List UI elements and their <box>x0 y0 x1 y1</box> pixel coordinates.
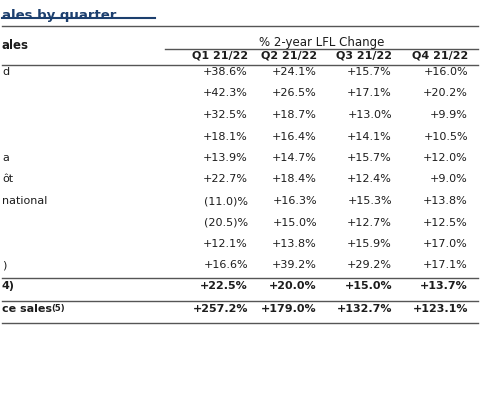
Text: +12.0%: +12.0% <box>423 153 468 163</box>
Text: ce sales: ce sales <box>2 303 52 313</box>
Text: +10.5%: +10.5% <box>423 132 468 142</box>
Text: +13.8%: +13.8% <box>423 196 468 206</box>
Text: +18.4%: +18.4% <box>272 174 317 184</box>
Text: +42.3%: +42.3% <box>203 88 248 98</box>
Text: +39.2%: +39.2% <box>272 261 317 271</box>
Text: +22.7%: +22.7% <box>203 174 248 184</box>
Text: d: d <box>2 67 9 77</box>
Text: +16.6%: +16.6% <box>204 261 248 271</box>
Text: Q2 21/22: Q2 21/22 <box>261 50 317 60</box>
Text: +18.1%: +18.1% <box>203 132 248 142</box>
Text: ôt: ôt <box>2 174 13 184</box>
Text: +13.7%: +13.7% <box>420 281 468 291</box>
Text: +15.3%: +15.3% <box>348 196 392 206</box>
Text: +9.0%: +9.0% <box>430 174 468 184</box>
Text: +13.9%: +13.9% <box>203 153 248 163</box>
Text: +123.1%: +123.1% <box>412 303 468 313</box>
Text: national: national <box>2 196 48 206</box>
Text: ): ) <box>2 261 6 271</box>
Text: +179.0%: +179.0% <box>262 303 317 313</box>
Text: Q4 21/22: Q4 21/22 <box>412 50 468 60</box>
Text: ales by quarter: ales by quarter <box>2 9 116 22</box>
Text: (5): (5) <box>51 303 65 313</box>
Text: +14.7%: +14.7% <box>272 153 317 163</box>
Text: +13.0%: +13.0% <box>348 110 392 120</box>
Text: 4): 4) <box>2 281 15 291</box>
Text: Q1 21/22: Q1 21/22 <box>192 50 248 60</box>
Text: +12.4%: +12.4% <box>347 174 392 184</box>
Text: +257.2%: +257.2% <box>192 303 248 313</box>
Text: +22.5%: +22.5% <box>200 281 248 291</box>
Text: +9.9%: +9.9% <box>430 110 468 120</box>
Text: +12.7%: +12.7% <box>347 217 392 228</box>
Text: +12.1%: +12.1% <box>203 239 248 249</box>
Text: +38.6%: +38.6% <box>203 67 248 77</box>
Text: +24.1%: +24.1% <box>272 67 317 77</box>
Text: +132.7%: +132.7% <box>336 303 392 313</box>
Text: +17.0%: +17.0% <box>423 239 468 249</box>
Text: +32.5%: +32.5% <box>203 110 248 120</box>
Text: +18.7%: +18.7% <box>272 110 317 120</box>
Text: +15.9%: +15.9% <box>347 239 392 249</box>
Text: +17.1%: +17.1% <box>347 88 392 98</box>
Text: +29.2%: +29.2% <box>347 261 392 271</box>
Text: +17.1%: +17.1% <box>423 261 468 271</box>
Text: +15.7%: +15.7% <box>347 67 392 77</box>
Text: +14.1%: +14.1% <box>347 132 392 142</box>
Text: a: a <box>2 153 9 163</box>
Text: +16.4%: +16.4% <box>272 132 317 142</box>
Text: +20.2%: +20.2% <box>423 88 468 98</box>
Text: +15.0%: +15.0% <box>272 217 317 228</box>
Text: +15.7%: +15.7% <box>347 153 392 163</box>
Text: +16.3%: +16.3% <box>272 196 317 206</box>
Text: +13.8%: +13.8% <box>272 239 317 249</box>
Text: (11.0)%: (11.0)% <box>204 196 248 206</box>
Text: +20.0%: +20.0% <box>269 281 317 291</box>
Text: +12.5%: +12.5% <box>423 217 468 228</box>
Text: (20.5)%: (20.5)% <box>204 217 248 228</box>
Text: ales: ales <box>2 39 29 52</box>
Text: +16.0%: +16.0% <box>423 67 468 77</box>
Text: % 2-year LFL Change: % 2-year LFL Change <box>259 36 384 49</box>
Text: Q3 21/22: Q3 21/22 <box>336 50 392 60</box>
Text: +26.5%: +26.5% <box>272 88 317 98</box>
Text: +15.0%: +15.0% <box>344 281 392 291</box>
